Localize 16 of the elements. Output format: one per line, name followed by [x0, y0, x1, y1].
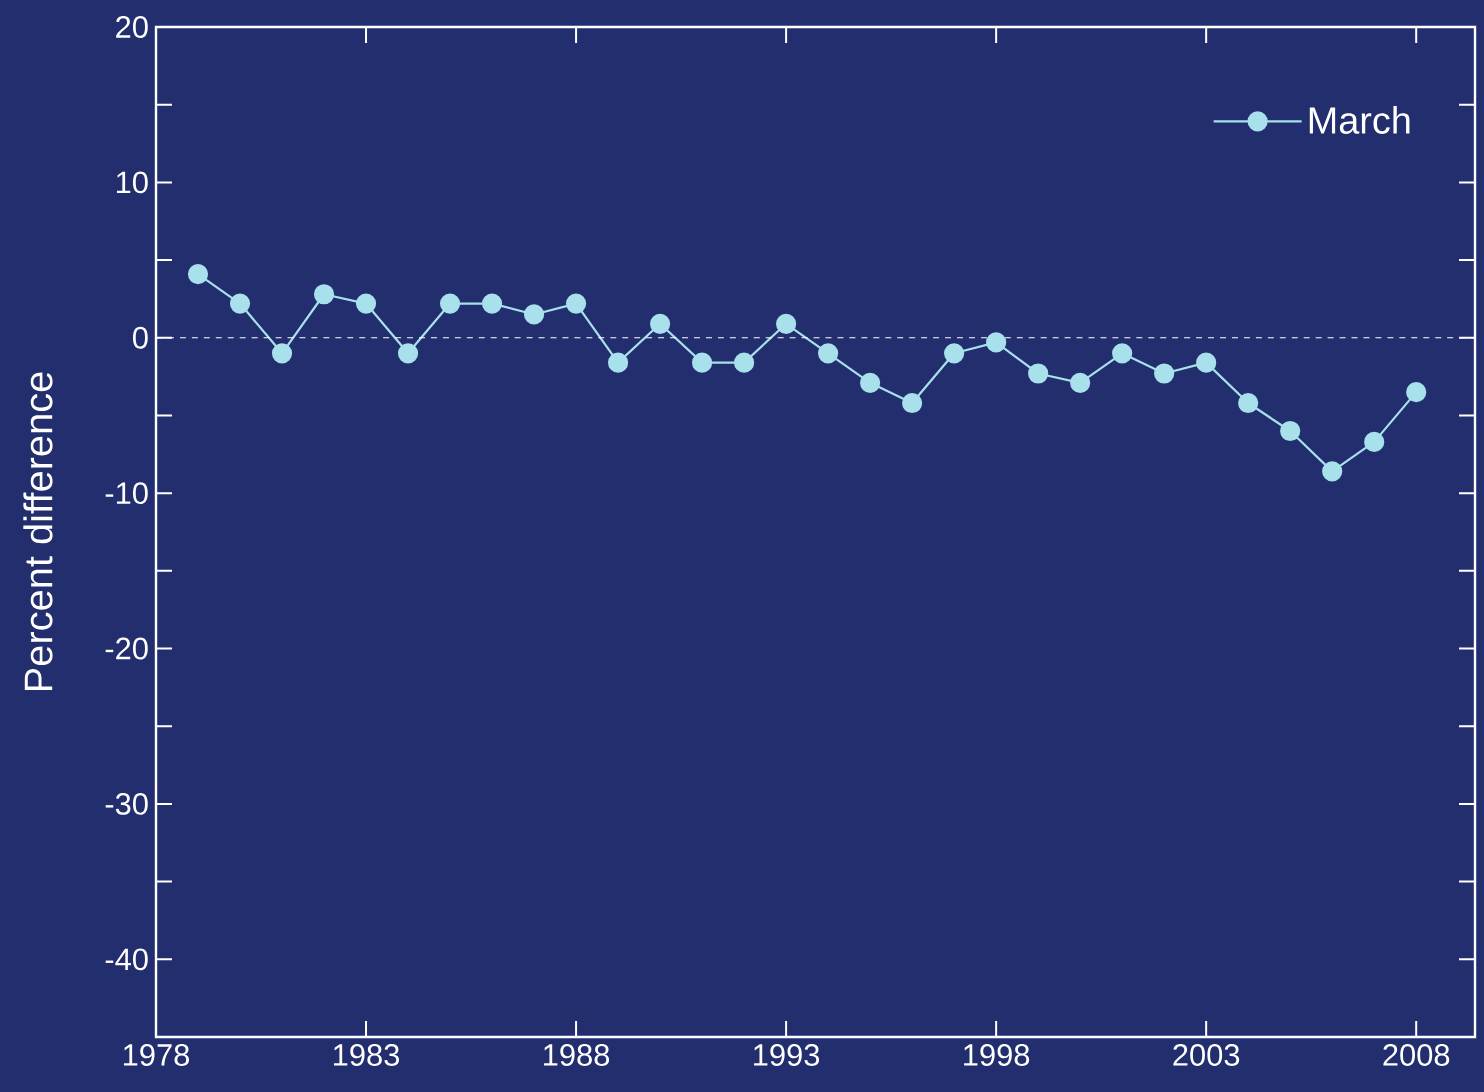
y-axis-title: Percent difference [23, 372, 53, 691]
y-tick-label: -10 [105, 482, 148, 505]
y-tick-label: 0 [133, 326, 148, 349]
y-tick-label: 10 [116, 171, 148, 194]
x-tick-label: 1978 [123, 1044, 189, 1066]
x-tick-label: 1993 [754, 1044, 820, 1066]
legend-label: March [1309, 106, 1410, 134]
y-tick-label: -20 [105, 637, 148, 660]
x-tick-label: 1988 [544, 1044, 610, 1066]
x-tick-label: 2008 [1383, 1044, 1450, 1066]
y-tick-label: -40 [105, 948, 148, 971]
x-tick-label: 1998 [964, 1044, 1030, 1066]
y-tick-label: -30 [105, 792, 148, 815]
x-tick-label: 1983 [334, 1044, 400, 1066]
y-tick-label: 20 [116, 16, 148, 38]
x-tick-label: 2003 [1173, 1044, 1240, 1066]
